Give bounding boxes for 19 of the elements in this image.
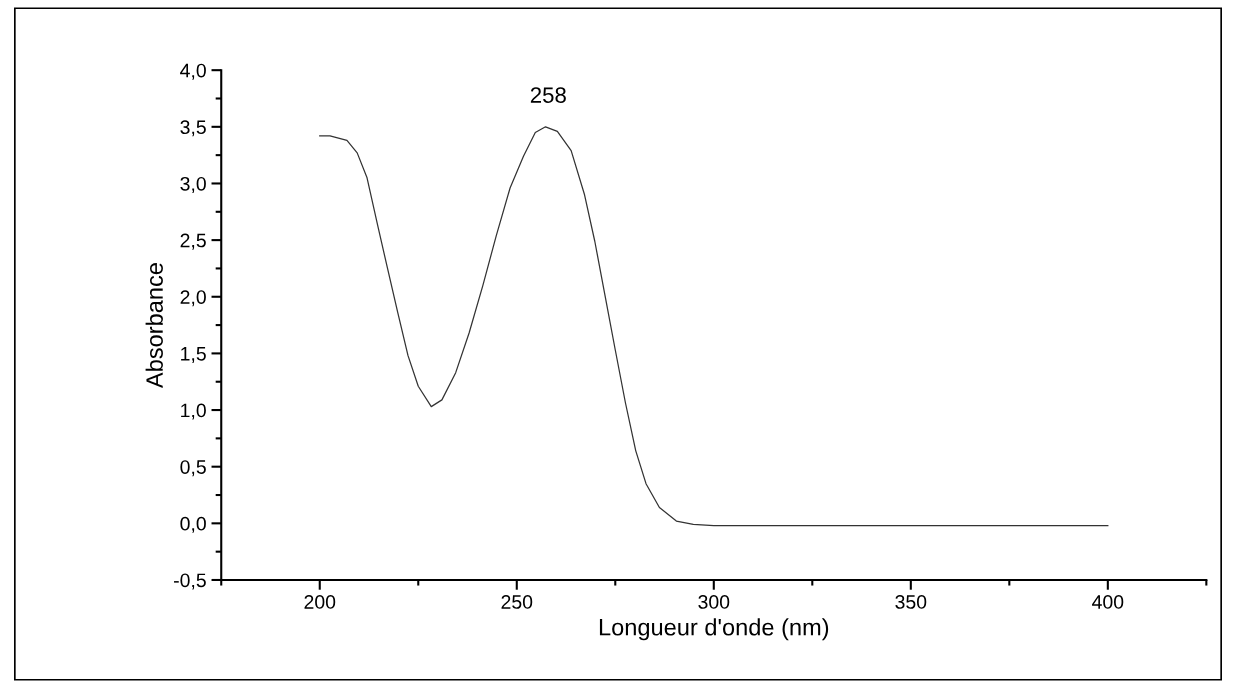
y-tick-label: -0,5: [174, 573, 206, 590]
annotation: 258: [530, 87, 566, 103]
x-tick-label: 300: [698, 595, 730, 609]
x-tick-label: 250: [501, 595, 533, 609]
y-tick-label: 3,0: [180, 176, 206, 193]
y-tick-label: 4,0: [180, 63, 206, 80]
y-tick-label: 1,5: [181, 347, 206, 363]
y-axis-title: Absorbance: [145, 263, 163, 389]
y-tick-label: 2,0: [180, 290, 206, 307]
y-tick-label: 1,0: [181, 403, 206, 420]
x-tick-label: 350: [895, 595, 927, 609]
y-tick-label: 0,0: [180, 516, 206, 533]
x-tick-label: 200: [304, 595, 336, 609]
y-tick-label: 3,5: [180, 120, 206, 137]
x-axis-title: Longueur d'onde (nm): [599, 618, 829, 641]
line-series: [319, 126, 1109, 527]
y-tick-label: 0,5: [180, 460, 206, 477]
x-tick-label: 400: [1092, 595, 1124, 609]
y-tick-label: 2,5: [180, 233, 206, 250]
